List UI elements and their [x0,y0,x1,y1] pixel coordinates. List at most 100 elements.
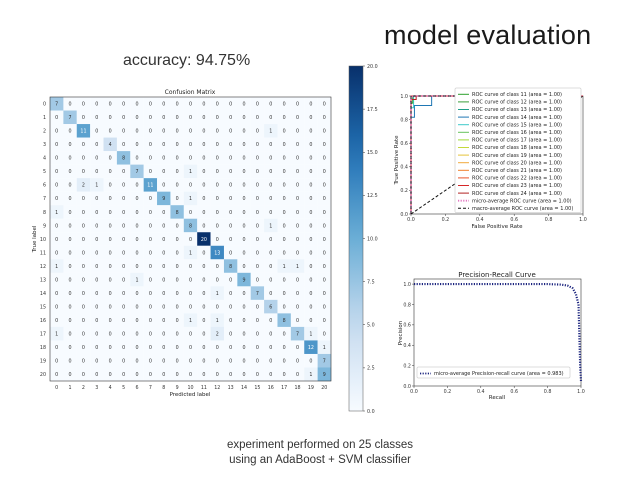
cm-cell [130,124,144,138]
cm-cell-value: 0 [216,345,219,351]
cm-cell [157,367,171,382]
cm-cell [170,367,184,382]
cm-cell-value: 0 [323,156,326,162]
cm-cell [290,353,305,368]
cm-cell [90,286,104,300]
cm-cell-value: 0 [242,291,245,297]
cm-cell-value: 0 [162,237,165,243]
cm-cell-value: 0 [135,196,138,202]
cm-cell-value: 0 [95,129,98,135]
cm-cell [317,272,332,287]
cm-cell [264,326,278,341]
cm-cell [237,313,251,328]
cm-cell [143,313,158,328]
cm-cell [116,326,131,341]
cm-cell [210,353,225,368]
cm-cell-value: 0 [269,264,272,270]
cm-cell [183,326,198,341]
cm-cell-value: 0 [55,183,58,189]
cm-cell [250,151,265,165]
cm-cell [143,164,158,179]
cm-cell-value: 8 [189,223,192,229]
cm-cell-value: 0 [269,102,272,108]
cm-cell [130,245,144,260]
cm-cell-value: 0 [69,196,72,202]
cm-cell [170,353,184,368]
cm-x-tick-label: 2 [82,385,85,391]
cm-cell-value: 0 [269,156,272,162]
cm-cell [277,232,291,246]
cm-cell [183,353,198,368]
cm-cell-value: 0 [269,277,272,283]
cm-cell [277,124,291,138]
cm-cell [304,151,318,165]
cm-frame [49,96,332,382]
cm-cell [197,245,211,260]
cm-cell [143,353,158,368]
cm-cell-value: 0 [256,102,259,108]
cm-cell [197,110,211,125]
cm-cell [290,326,305,341]
cm-cell-value: 0 [69,129,72,135]
cm-cell-value: 0 [323,304,326,310]
cm-cell [223,313,238,328]
cm-cell-value: 0 [216,264,219,270]
cm-cell-value: 1 [95,183,98,189]
cm-cell-value: 0 [135,345,138,351]
cm-cell-value: 0 [176,115,179,121]
cm-cell [170,245,184,260]
cm-x-tick-label: 14 [241,385,247,391]
cm-cell [157,178,171,192]
x-tick-label: 0.6 [510,217,518,223]
cm-cell [290,340,305,355]
y-tick-label: 0.6 [403,323,411,329]
cm-cell-value: 0 [269,210,272,216]
cm-cell-value: 0 [296,304,299,310]
cm-cell-value: 0 [122,264,125,270]
cm-cell [290,218,305,233]
cm-cell [90,272,104,287]
cm-cell-value: 0 [69,183,72,189]
cm-cell-value: 0 [95,156,98,162]
cm-cell-value: 8 [176,210,179,216]
cm-cell-value: 0 [82,345,85,351]
legend-entry-label: ROC curve of class 21 (area = 1.00) [472,168,562,174]
cm-cell [116,205,131,219]
cm-cell [143,340,158,355]
cm-cell-value: 13 [214,250,220,256]
cm-cell-value: 0 [189,372,192,378]
cm-cell-value: 1 [283,264,286,270]
cm-cell-value: 0 [309,237,312,243]
cm-cell-value: 0 [82,142,85,148]
cm-title: Confusion Matrix [165,89,216,96]
cm-cell [264,272,278,287]
cm-cell-value: 1 [216,318,219,324]
cm-x-tick-label: 12 [214,385,220,391]
cm-cell [237,191,251,206]
cm-x-tick-label: 0 [55,385,58,391]
cm-cell [90,110,104,125]
cm-cell [116,340,131,355]
cm-cell [116,97,131,111]
cm-cell [250,299,265,314]
cm-cell-value: 0 [242,210,245,216]
cm-cell [223,326,238,341]
cm-cell [277,245,291,260]
cm-cell-value: 0 [283,142,286,148]
cm-cell [116,259,131,273]
cm-cell [223,191,238,206]
cm-cell-value: 0 [69,304,72,310]
cm-x-tick-label: 19 [308,385,314,391]
cm-cell [223,178,238,192]
cm-cell [317,259,332,273]
cm-cell-value: 0 [229,345,232,351]
cm-y-tick-label: 6 [43,183,46,189]
cm-cell-value: 0 [69,331,72,337]
cm-cell [103,340,118,355]
cm-cell [290,137,305,152]
cm-cell-value: 0 [82,264,85,270]
cm-y-tick-label: 9 [43,223,46,229]
cm-cell [170,151,184,165]
cm-cell [157,299,171,314]
cm-cell [304,313,318,328]
